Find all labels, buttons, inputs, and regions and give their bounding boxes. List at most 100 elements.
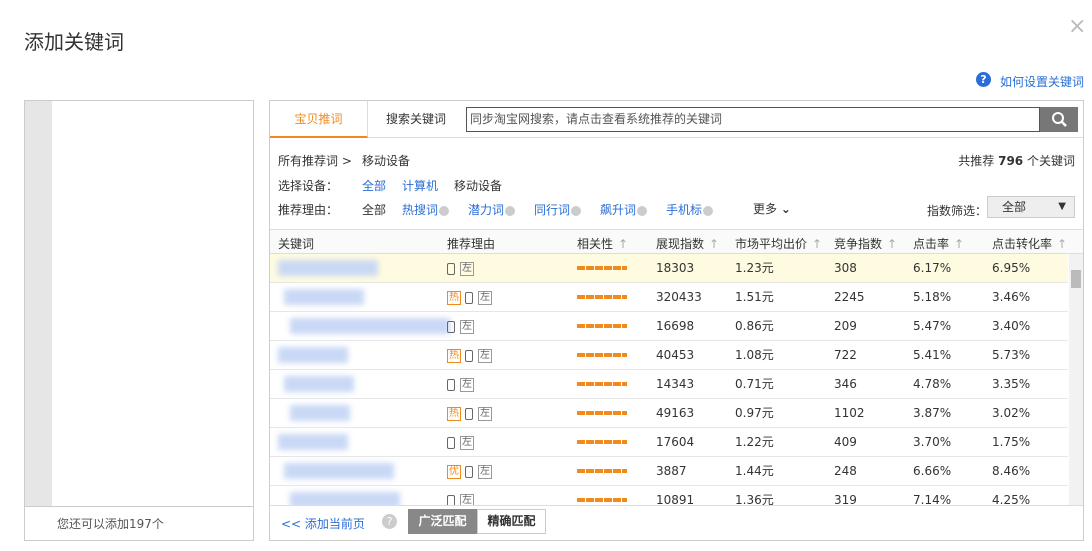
keyword-blurred [278,260,378,276]
more-button[interactable]: 更多 ⌄ [753,200,791,217]
filter-option[interactable]: 同行词 [534,201,582,218]
table-row[interactable]: 左 17604 1.22元 409 3.70% 1.75% [270,428,1068,457]
add-page-link[interactable]: << 添加当前页 [281,517,365,531]
match-button[interactable]: 精确匹配 [477,509,546,534]
table-row[interactable]: 左 16698 0.86元 209 5.47% 3.40% [270,312,1068,341]
table-row[interactable]: 左 18303 1.23元 308 6.17% 6.95% [270,254,1068,283]
cell: 1.44元 [735,464,774,478]
tag: 左 [460,435,474,450]
cell: 320433 [656,290,702,304]
sort-arrow: ↑ [709,237,720,251]
cell: 4.25% [992,493,1031,505]
cell: 3.70% [913,435,952,449]
cell: 3.46% [992,290,1031,304]
sort-arrow: ↑ [954,237,965,251]
search-input[interactable]: 同步淘宝网搜索，请点击查看系统推荐的关键词 [466,107,1040,132]
cell: 5.47% [913,319,952,333]
reason-tags: 左 [447,254,478,282]
cell: 0.97元 [735,406,774,420]
table-row[interactable]: 热左 320433 1.51元 2245 5.18% 3.46% [270,283,1068,312]
tag: 左 [478,290,492,305]
table-header: 关键词 推荐理由 相关性 ↑ 展现指数 ↑ 市场平均出价 ↑ 竞争指数 ↑ 点击率 ↑ 点击转化率 ↑ [270,229,1083,254]
help-link[interactable]: 如何设置关键词 [1000,75,1085,89]
cell: 1.36元 [735,493,774,505]
text: 全部 [362,203,387,217]
column-header: 关键词 [278,235,314,252]
relevance-bar [577,498,627,502]
tag: 左 [460,319,474,334]
tag: 左 [478,406,492,421]
cell: 8.46% [992,464,1031,478]
column-header[interactable]: 相关性 ↑ [577,235,628,252]
cell: 1.75% [992,435,1031,449]
column-header[interactable]: 展现指数 ↑ [656,235,719,252]
table-row[interactable]: 优左 3887 1.44元 248 6.66% 8.46% [270,457,1068,486]
text: 同行词 [534,203,571,217]
filter-option[interactable]: 潜力词 [468,201,516,218]
phone-icon [465,349,473,362]
reason-tags: 热左 [447,399,496,427]
cell: 409 [834,435,857,449]
cell: 10891 [656,493,695,505]
cell: 7.14% [913,493,952,505]
text: 相关性 [577,237,614,251]
reason-tags: 左 [447,370,478,398]
table-row[interactable]: 左 14343 0.71元 346 4.78% 3.35% [270,370,1068,399]
tag: 左 [460,493,474,505]
keyword-blurred [284,376,354,392]
cell: 3.35% [992,377,1031,391]
filter-option[interactable]: 全部 [362,179,387,193]
keyword-blurred [284,289,364,305]
column-header[interactable]: 点击转化率 ↑ [992,235,1067,252]
tag: 优 [447,464,461,479]
column-header[interactable]: 点击率 ↑ [913,235,964,252]
cell: 6.17% [913,261,952,275]
tab[interactable]: 搜索关键词 [385,112,446,126]
left-footer: 您还可以添加197个 [25,506,253,540]
info-dot [439,205,450,216]
table-row[interactable]: 热左 40453 1.08元 722 5.41% 5.73% [270,341,1068,370]
scroll-thumb[interactable] [1071,270,1081,288]
filter-option[interactable]: 热搜词 [402,201,450,218]
column-header[interactable]: 竞争指数 ↑ [834,235,897,252]
help-icon: ? [976,72,991,87]
cell: 0.86元 [735,319,774,333]
filter-option[interactable]: 全部 [362,201,386,218]
sort-arrow: ↑ [887,237,898,251]
cell: 40453 [656,348,695,362]
column-header[interactable]: 市场平均出价 ↑ [735,235,822,252]
tab-bar [270,101,1083,138]
keyword-blurred [290,405,350,421]
phone-icon [465,465,473,478]
cell: 319 [834,493,857,505]
info-dot [703,205,714,216]
info-dot [571,205,582,216]
close-button[interactable]: × [1068,14,1087,39]
text: 手机标 [666,203,703,217]
tab[interactable]: 宝贝推词 [270,101,368,138]
filter-option[interactable]: 飙升词 [600,201,648,218]
match-button[interactable]: 广泛匹配 [408,509,477,534]
keyword-blurred [290,492,400,505]
tag: 左 [460,377,474,392]
filter-option[interactable]: 手机标 [666,201,714,218]
filter-option[interactable]: 计算机 [402,179,439,193]
cell: 6.95% [992,261,1031,275]
index-select[interactable]: 全部 ▼ [987,196,1075,218]
table-row[interactable]: 左 10891 1.36元 319 7.14% 4.25% [270,486,1068,505]
sort-arrow: ↑ [1057,237,1068,251]
search-button[interactable] [1040,107,1078,132]
sort-arrow: ↑ [812,237,823,251]
cell: 1102 [834,406,865,420]
total-count: 共推荐 796 个关键词 [958,152,1075,169]
table-row[interactable]: 热左 49163 0.97元 1102 3.87% 3.02% [270,399,1068,428]
cell: 49163 [656,406,695,420]
text: 点击率 [913,237,950,251]
left-panel: 您还可以添加197个 [24,100,254,541]
cell: 1.23元 [735,261,774,275]
text: 热搜词 [402,203,439,217]
relevance-bar [577,382,627,386]
text: 关键词 [278,237,315,251]
filter-option[interactable]: 移动设备 [454,179,503,193]
